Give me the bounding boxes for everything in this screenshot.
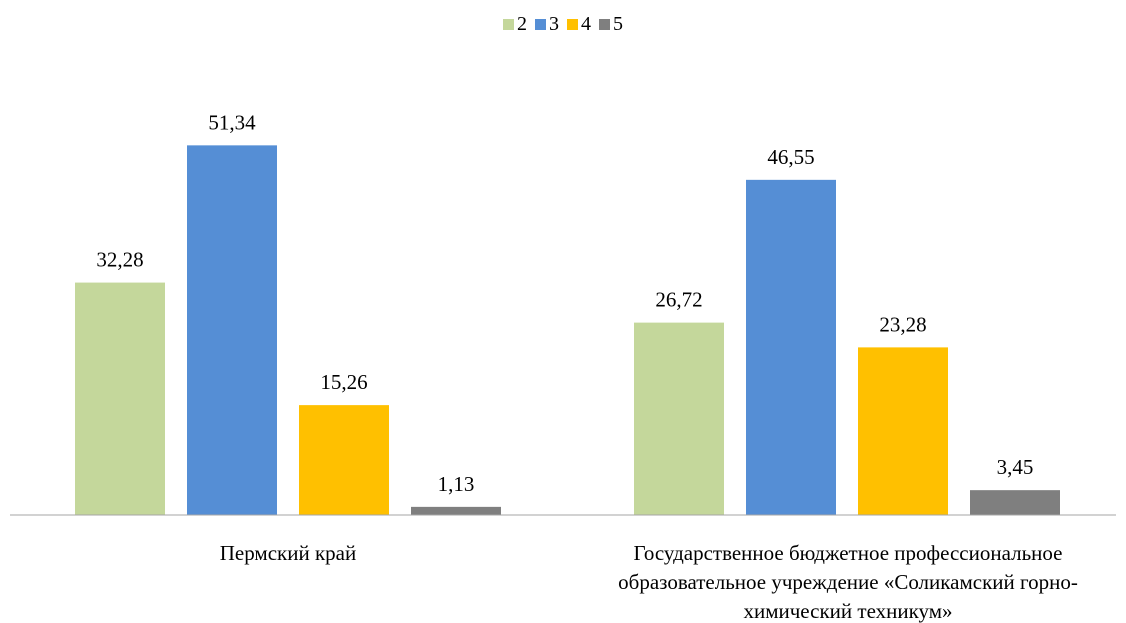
bar-series-5-cat-2 (970, 490, 1060, 515)
legend-label-5: 5 (613, 13, 623, 35)
bar-series-4-cat-2 (858, 347, 948, 515)
legend-label-3: 3 (549, 13, 559, 35)
legend-swatch-3 (535, 18, 546, 30)
bar-series-2-cat-1 (75, 282, 165, 515)
legend-label-4: 4 (581, 13, 591, 35)
data-label-series-4-cat-1: 15,26 (320, 370, 367, 394)
bar-series-5-cat-1 (411, 506, 501, 515)
legend-item-2: 2 (503, 12, 527, 36)
data-label-series-2-cat-2: 26,72 (655, 288, 702, 312)
legend-item-3: 3 (535, 12, 559, 36)
legend-item-5: 5 (599, 12, 623, 36)
data-label-series-4-cat-2: 23,28 (879, 312, 926, 336)
data-label-series-3-cat-1: 51,34 (208, 110, 256, 134)
category-label-perm-krai: Пермский край (219, 541, 357, 565)
legend-swatch-5 (599, 18, 610, 30)
data-label-series-2-cat-1: 32,28 (96, 248, 143, 272)
legend-swatch-2 (503, 18, 514, 30)
data-label-series-5-cat-2: 3,45 (997, 455, 1034, 479)
bar-series-2-cat-2 (634, 322, 724, 515)
legend-item-4: 4 (567, 12, 591, 36)
bar-series-3-cat-1 (187, 145, 277, 516)
data-label-series-5-cat-1: 1,13 (438, 472, 475, 496)
legend-label-2: 2 (517, 13, 527, 35)
legend-swatch-4 (567, 18, 578, 30)
legend: 2 3 4 5 (0, 12, 1126, 36)
bar-series-3-cat-2 (746, 179, 836, 515)
category-label-solikamsk-college: Государственное бюджетное профессиональн… (618, 541, 1078, 623)
data-labels-group: 32,28 51,34 15,26 1,13 26,72 46,55 23,28 3,45 (96, 110, 1033, 496)
bar-series-4-cat-1 (299, 405, 389, 515)
data-label-series-3-cat-2: 46,55 (767, 145, 814, 169)
bars-group (75, 145, 1060, 516)
